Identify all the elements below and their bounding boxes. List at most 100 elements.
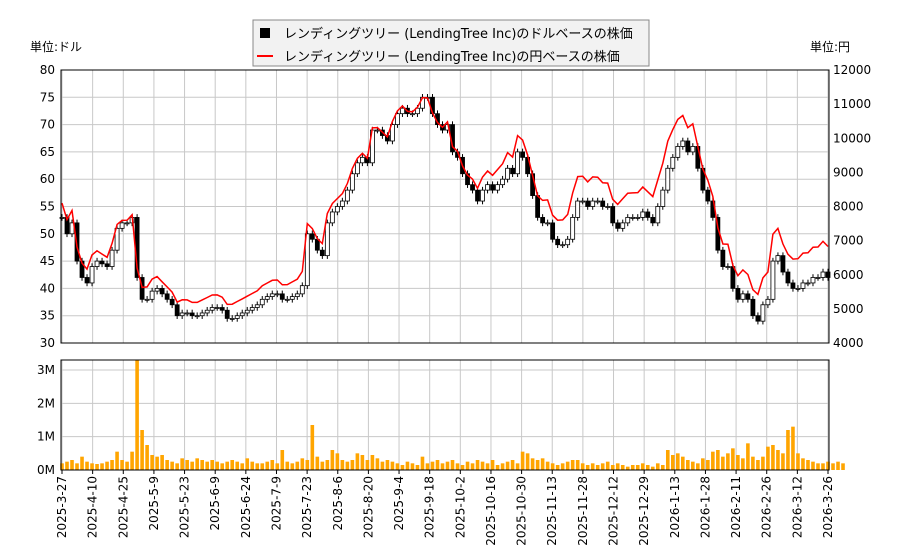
volume-bar	[811, 461, 815, 470]
volume-bar	[230, 460, 235, 470]
x-tick-label: 2025-4-25	[116, 476, 130, 538]
y-tick-usd: 50	[40, 227, 55, 241]
volume-bar	[135, 360, 139, 470]
candle	[550, 222, 556, 240]
volume-bar	[175, 463, 179, 470]
candle	[194, 315, 200, 318]
volume-bar	[836, 461, 840, 470]
candle	[770, 260, 776, 300]
candle	[690, 146, 696, 153]
volume-bar	[305, 460, 310, 470]
volume-bar	[530, 458, 535, 470]
x-tick-label: 2025-3-27	[55, 476, 69, 538]
volume-bar	[826, 461, 830, 470]
volume-bar	[65, 461, 69, 470]
volume-bar	[480, 461, 485, 470]
candle	[154, 287, 160, 292]
candle	[104, 263, 110, 267]
volume-bar	[280, 450, 285, 470]
x-tick-label: 2025-9-4	[392, 476, 406, 530]
x-tick-label: 2026-1-13	[668, 476, 682, 538]
volume-bar	[796, 453, 800, 470]
volume-bar	[585, 465, 590, 470]
volume-bar	[701, 458, 705, 470]
volume-bar	[500, 463, 505, 470]
volume-bar	[445, 461, 450, 470]
volume-bar	[791, 426, 795, 470]
candle	[209, 307, 215, 311]
volume-bar	[565, 461, 570, 470]
candle	[159, 287, 165, 295]
price-panel-frame	[60, 69, 830, 344]
volume-bar	[776, 450, 780, 470]
volume-bar	[696, 463, 700, 470]
candle	[805, 282, 811, 285]
axes: 30 35 40 45 50 55 60 65 70 75 80 4000 5000 6000 7000 80…	[37, 63, 871, 546]
volume-bar	[370, 455, 375, 470]
candle	[400, 107, 405, 115]
x-tick-label: 2025-8-6	[331, 476, 345, 530]
volume-bar	[325, 460, 330, 470]
candle	[124, 222, 130, 225]
y-tick-jpy: 10000	[833, 131, 871, 145]
volume-bar	[841, 463, 845, 470]
volume-bar	[75, 463, 79, 470]
volume-bar	[100, 463, 104, 470]
volume-bar	[600, 463, 605, 470]
x-tick-label: 2025-10-30	[515, 476, 529, 546]
candle	[149, 290, 155, 300]
candle	[725, 266, 731, 268]
candle	[515, 151, 520, 175]
volume-bar	[716, 450, 720, 470]
x-tick-label: 2025-12-12	[607, 476, 621, 546]
volume-bar	[225, 461, 230, 470]
candle	[745, 293, 751, 300]
candle	[795, 287, 801, 290]
volume-bar	[495, 465, 500, 470]
volume-bar	[125, 461, 129, 470]
volume-bar	[295, 461, 300, 470]
volume-bar	[831, 463, 835, 470]
volume-bar	[415, 465, 420, 470]
volume-bar	[80, 456, 84, 470]
volume-bar	[540, 458, 545, 470]
volume-bar	[350, 460, 355, 470]
volume-bar	[245, 458, 250, 470]
candle	[274, 293, 280, 296]
candle	[655, 206, 661, 224]
candle	[324, 222, 330, 257]
volume-bar	[485, 463, 490, 470]
candle	[680, 140, 686, 147]
candle	[204, 309, 210, 314]
volume-bar	[470, 463, 475, 470]
candle	[555, 238, 561, 246]
volume-bar	[615, 463, 620, 470]
grid	[61, 69, 829, 471]
volume-tick: 3M	[37, 363, 55, 377]
candle	[94, 260, 100, 267]
candle	[500, 178, 505, 186]
volume-bar	[285, 461, 290, 470]
volume-bar	[340, 460, 345, 470]
volume-bar	[400, 465, 405, 470]
candle	[590, 200, 596, 207]
candle	[329, 211, 335, 224]
volume-bar	[160, 455, 164, 470]
volume-bar	[450, 460, 455, 470]
volume-bar	[550, 463, 555, 470]
candle	[635, 217, 641, 219]
candle	[505, 167, 510, 180]
candle	[359, 156, 365, 164]
volume-bar	[165, 460, 169, 470]
legend-usd-label: レンディングツリー (LendingTree Inc)のドルベースの株価	[284, 26, 633, 42]
volume-bar	[205, 461, 209, 470]
y-tick-usd: 65	[40, 145, 55, 159]
candle	[675, 146, 681, 158]
x-tick-label: 2025-6-24	[239, 476, 253, 538]
volume-bar	[320, 461, 325, 470]
volume-bar	[240, 463, 245, 470]
right-unit-label: 単位:円	[810, 39, 850, 54]
volume-bar	[691, 461, 695, 470]
volume-bar	[816, 463, 820, 470]
y-tick-jpy: 7000	[833, 234, 864, 248]
